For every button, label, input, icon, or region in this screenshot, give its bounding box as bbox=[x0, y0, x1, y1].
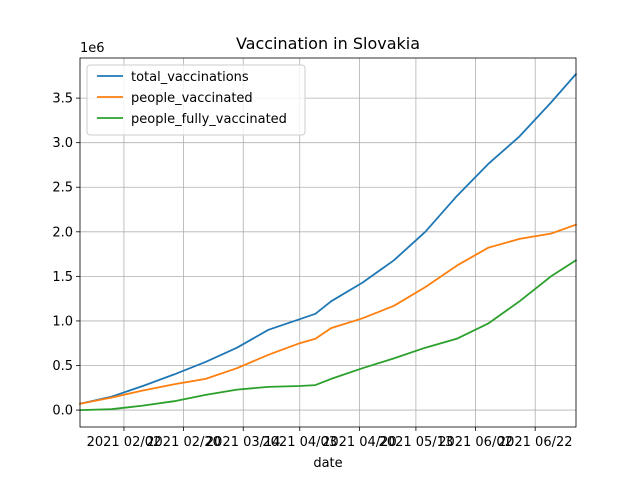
series-line-total-vaccinations bbox=[79, 73, 577, 405]
y-tick-label: 1.0 bbox=[52, 314, 73, 329]
x-tick-label: 2021 04/20 bbox=[322, 435, 397, 450]
x-tick-label: 2021 05/13 bbox=[379, 435, 454, 450]
legend-label: people_fully_vaccinated bbox=[131, 112, 287, 127]
legend-label: people_vaccinated bbox=[131, 91, 253, 106]
x-tick-label: 2021 06/22 bbox=[498, 435, 573, 450]
plot-frame bbox=[79, 57, 577, 428]
series-layer bbox=[79, 73, 577, 412]
series-line-people-vaccinated bbox=[79, 223, 577, 405]
x-tick-label: 2021 04/03 bbox=[262, 435, 337, 450]
series-line-people-fully-vaccinated bbox=[79, 259, 577, 412]
legend: total_vaccinations people_vaccinatedpeopl… bbox=[86, 64, 306, 136]
legend-box bbox=[86, 64, 306, 136]
y-tick-label: 2.0 bbox=[52, 225, 73, 240]
x-tick-label: 2021 06/02 bbox=[438, 435, 513, 450]
legend-label: total_vaccinations bbox=[131, 70, 249, 85]
y-tick-label: 2.5 bbox=[52, 181, 73, 196]
y-tick-label: 0.0 bbox=[52, 404, 73, 419]
x-tick-label: 2021 02/02 bbox=[87, 435, 162, 450]
y-tick-label: 1.5 bbox=[52, 270, 73, 285]
y-axis-multiplier: 1e6 bbox=[80, 41, 105, 56]
y-tick-label: 3.5 bbox=[52, 92, 73, 107]
x-tick-label: 2021 02/20 bbox=[146, 435, 221, 450]
y-tick-label: 3.0 bbox=[52, 136, 73, 151]
x-tick-label: 2021 03/14 bbox=[206, 435, 281, 450]
chart-title: Vaccination in Slovakia bbox=[236, 34, 420, 53]
y-tick-label: 0.5 bbox=[52, 359, 73, 374]
x-axis-label: date bbox=[313, 456, 342, 471]
